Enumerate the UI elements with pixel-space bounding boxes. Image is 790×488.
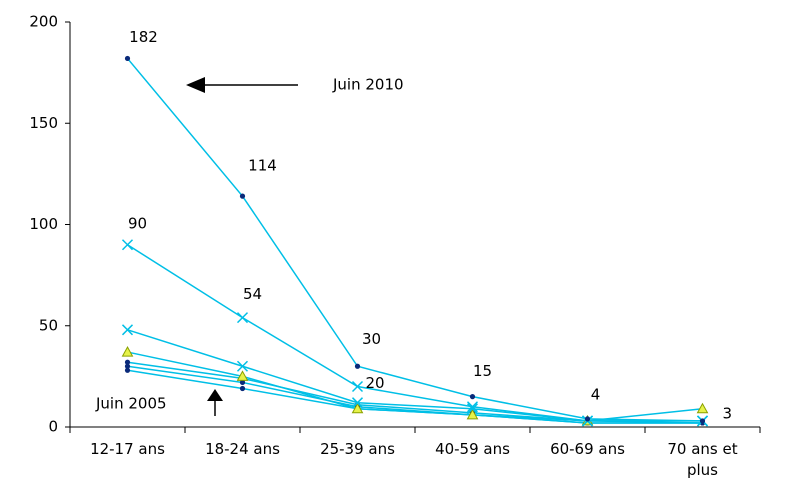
dot-marker-icon bbox=[124, 359, 131, 365]
data-labels-layer: 182 114 90 54 30 20 15 4 3 bbox=[128, 28, 732, 422]
dot-marker-icon bbox=[124, 363, 131, 369]
data-label: 4 bbox=[591, 385, 601, 403]
triangle-marker-icon bbox=[466, 408, 479, 420]
arrowhead-left-icon bbox=[186, 77, 205, 93]
y-tick-label: 100 bbox=[29, 215, 58, 233]
dot-marker-icon bbox=[699, 418, 706, 424]
data-label: 90 bbox=[128, 214, 147, 232]
triangle-marker-icon bbox=[121, 346, 134, 357]
series-6 bbox=[124, 55, 706, 424]
x-marker-icon bbox=[236, 312, 249, 324]
series-line bbox=[126, 57, 703, 422]
dot-marker-icon bbox=[239, 379, 246, 386]
annotation-label-juin-2005: Juin 2005 bbox=[95, 395, 167, 413]
data-label: 54 bbox=[243, 285, 262, 303]
series-line bbox=[127, 365, 703, 424]
series-line bbox=[127, 329, 703, 422]
x-marker-icon bbox=[466, 401, 479, 413]
series-layer bbox=[121, 55, 709, 427]
dot-marker-icon bbox=[239, 193, 246, 199]
data-label: 30 bbox=[362, 330, 381, 348]
triangle-marker-icon bbox=[351, 402, 364, 414]
x-marker-icon bbox=[351, 380, 364, 393]
x-marker-icon bbox=[121, 324, 134, 336]
data-label: 20 bbox=[366, 374, 385, 392]
dot-marker-icon bbox=[124, 55, 131, 62]
dot-marker-icon bbox=[239, 385, 246, 392]
chart-axes: 0 50 100 150 200 12-17 ans 18-24 ans 25-39 ans 4… bbox=[29, 13, 761, 479]
data-label: 15 bbox=[473, 362, 492, 380]
arrowhead-up-icon bbox=[207, 389, 223, 401]
y-tick-label: 200 bbox=[29, 13, 58, 31]
x-marker-icon bbox=[121, 239, 134, 251]
x-tick-label: 40-59 ans bbox=[435, 440, 510, 458]
series-line bbox=[127, 244, 703, 422]
dot-marker-icon bbox=[584, 416, 591, 422]
x-marker-icon bbox=[351, 397, 364, 409]
data-label: 182 bbox=[129, 28, 158, 46]
x-tick-label: 12-17 ans bbox=[90, 440, 165, 458]
x-tick-label: 70 ans et plus bbox=[667, 440, 737, 479]
x-tick-label: 60-69 ans bbox=[550, 440, 625, 458]
dot-marker-icon bbox=[124, 367, 131, 373]
dot-marker-icon bbox=[469, 394, 476, 400]
y-tick-label: 50 bbox=[39, 316, 58, 334]
annotation-label-juin-2010: Juin 2010 bbox=[332, 76, 404, 94]
x-tick-label: 25-39 ans bbox=[320, 440, 395, 458]
data-label: 114 bbox=[248, 157, 277, 175]
dot-marker-icon bbox=[354, 363, 361, 369]
y-tick-label: 150 bbox=[29, 114, 58, 132]
y-tick-label: 0 bbox=[48, 418, 58, 436]
triangle-marker-icon bbox=[696, 402, 709, 414]
annotation-juin-2005: Juin 2005 bbox=[95, 389, 223, 416]
x-marker-icon bbox=[236, 360, 249, 372]
x-tick-label: 18-24 ans bbox=[205, 440, 280, 458]
data-label: 3 bbox=[723, 404, 733, 422]
triangle-marker-icon bbox=[236, 370, 249, 381]
annotation-juin-2010: Juin 2010 bbox=[186, 76, 404, 94]
series-3 bbox=[121, 346, 709, 426]
